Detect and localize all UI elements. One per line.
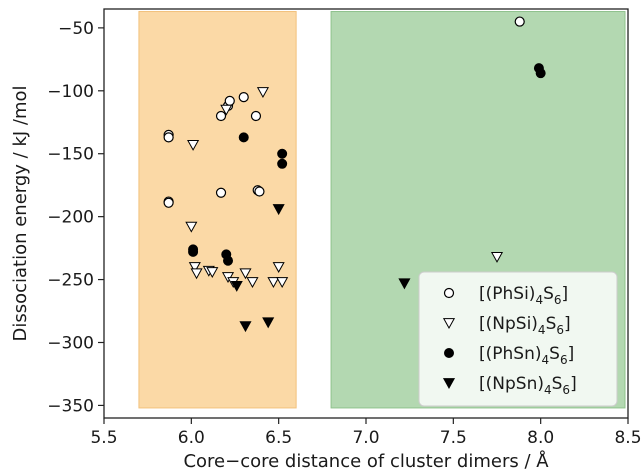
point-series-1-12 xyxy=(254,186,265,197)
point-series-2-13 xyxy=(267,277,280,289)
y-tick-label: −350 xyxy=(47,396,94,416)
point-series-2-1 xyxy=(187,139,200,151)
legend-marker-2 xyxy=(442,318,456,329)
shaded-region-1 xyxy=(138,11,297,409)
point-series-1-6 xyxy=(215,110,227,122)
point-series-2-12 xyxy=(256,87,269,99)
y-tick-label: −300 xyxy=(47,333,94,353)
x-tick-label: 5.5 xyxy=(90,428,117,448)
point-series-2-6 xyxy=(206,267,219,278)
point-series-3-4 xyxy=(223,255,234,266)
x-tick-label: 6.5 xyxy=(265,428,292,448)
point-series-2-14 xyxy=(272,262,285,273)
y-tick-label: −200 xyxy=(47,208,94,228)
point-series-4-4 xyxy=(272,204,285,216)
y-tick-label: −100 xyxy=(47,82,94,102)
point-series-4-1 xyxy=(230,280,243,292)
point-series-3-9 xyxy=(535,68,546,79)
y-tick-label: −250 xyxy=(47,271,94,291)
legend: [(PhSi)4S6] [(NpSi)4S6] [(PhSn)4S6] [(NpSn)… xyxy=(418,271,618,407)
x-axis-label: Core−core distance of cluster dimers / Å xyxy=(183,450,549,472)
legend-label-4: [(NpSn)4S6] xyxy=(479,374,577,397)
point-series-3-7 xyxy=(277,158,288,169)
y-tick-label: −150 xyxy=(47,145,94,165)
point-series-4-3 xyxy=(262,317,275,329)
legend-label-3: [(PhSn)4S6] xyxy=(479,344,574,367)
x-axis-ticks: 5.5 6.0 6.5 7.0 7.5 8.0 8.5 xyxy=(90,418,642,448)
x-tick-label: 8.5 xyxy=(614,428,641,448)
x-tick-label: 7.5 xyxy=(440,428,467,448)
y-axis-label: Dissociation energy / kJ /mol xyxy=(10,85,31,341)
point-series-2-7 xyxy=(220,104,233,116)
point-series-2-10 xyxy=(239,268,252,280)
legend-marker-1 xyxy=(443,287,455,299)
point-series-1-2 xyxy=(163,132,174,143)
y-axis-ticks: −350 −300 −250 −200 −150 −100 −50 xyxy=(47,19,104,416)
point-series-4-2 xyxy=(239,321,252,333)
point-series-1-8 xyxy=(224,95,235,106)
point-series-1-9 xyxy=(238,91,249,103)
x-tick-label: 6.0 xyxy=(178,428,205,448)
point-series-2-4 xyxy=(190,268,203,280)
data-points xyxy=(163,16,546,333)
point-series-1-5 xyxy=(215,187,227,198)
point-series-1-4 xyxy=(163,197,174,208)
legend-marker-4 xyxy=(442,378,456,389)
point-series-3-2 xyxy=(188,246,199,257)
x-tick-label: 8.0 xyxy=(527,428,554,448)
point-series-2-2 xyxy=(185,221,198,233)
point-series-2-3 xyxy=(188,262,201,273)
point-series-2-15 xyxy=(276,277,289,289)
x-tick-label: 7.0 xyxy=(352,428,379,448)
point-series-3-5 xyxy=(238,132,249,143)
legend-box xyxy=(418,271,618,407)
legend-marker-3 xyxy=(444,348,454,358)
point-series-3-6 xyxy=(277,148,288,159)
point-series-2-11 xyxy=(246,277,259,289)
point-series-2-16 xyxy=(490,251,504,263)
point-series-4-5 xyxy=(398,278,411,290)
y-tick-label: −50 xyxy=(58,19,94,39)
legend-label-2: [(NpSi)4S6] xyxy=(479,314,571,337)
legend-label-1: [(PhSi)4S6] xyxy=(479,284,568,307)
point-series-1-10 xyxy=(250,110,262,122)
point-series-1-13 xyxy=(514,16,525,27)
